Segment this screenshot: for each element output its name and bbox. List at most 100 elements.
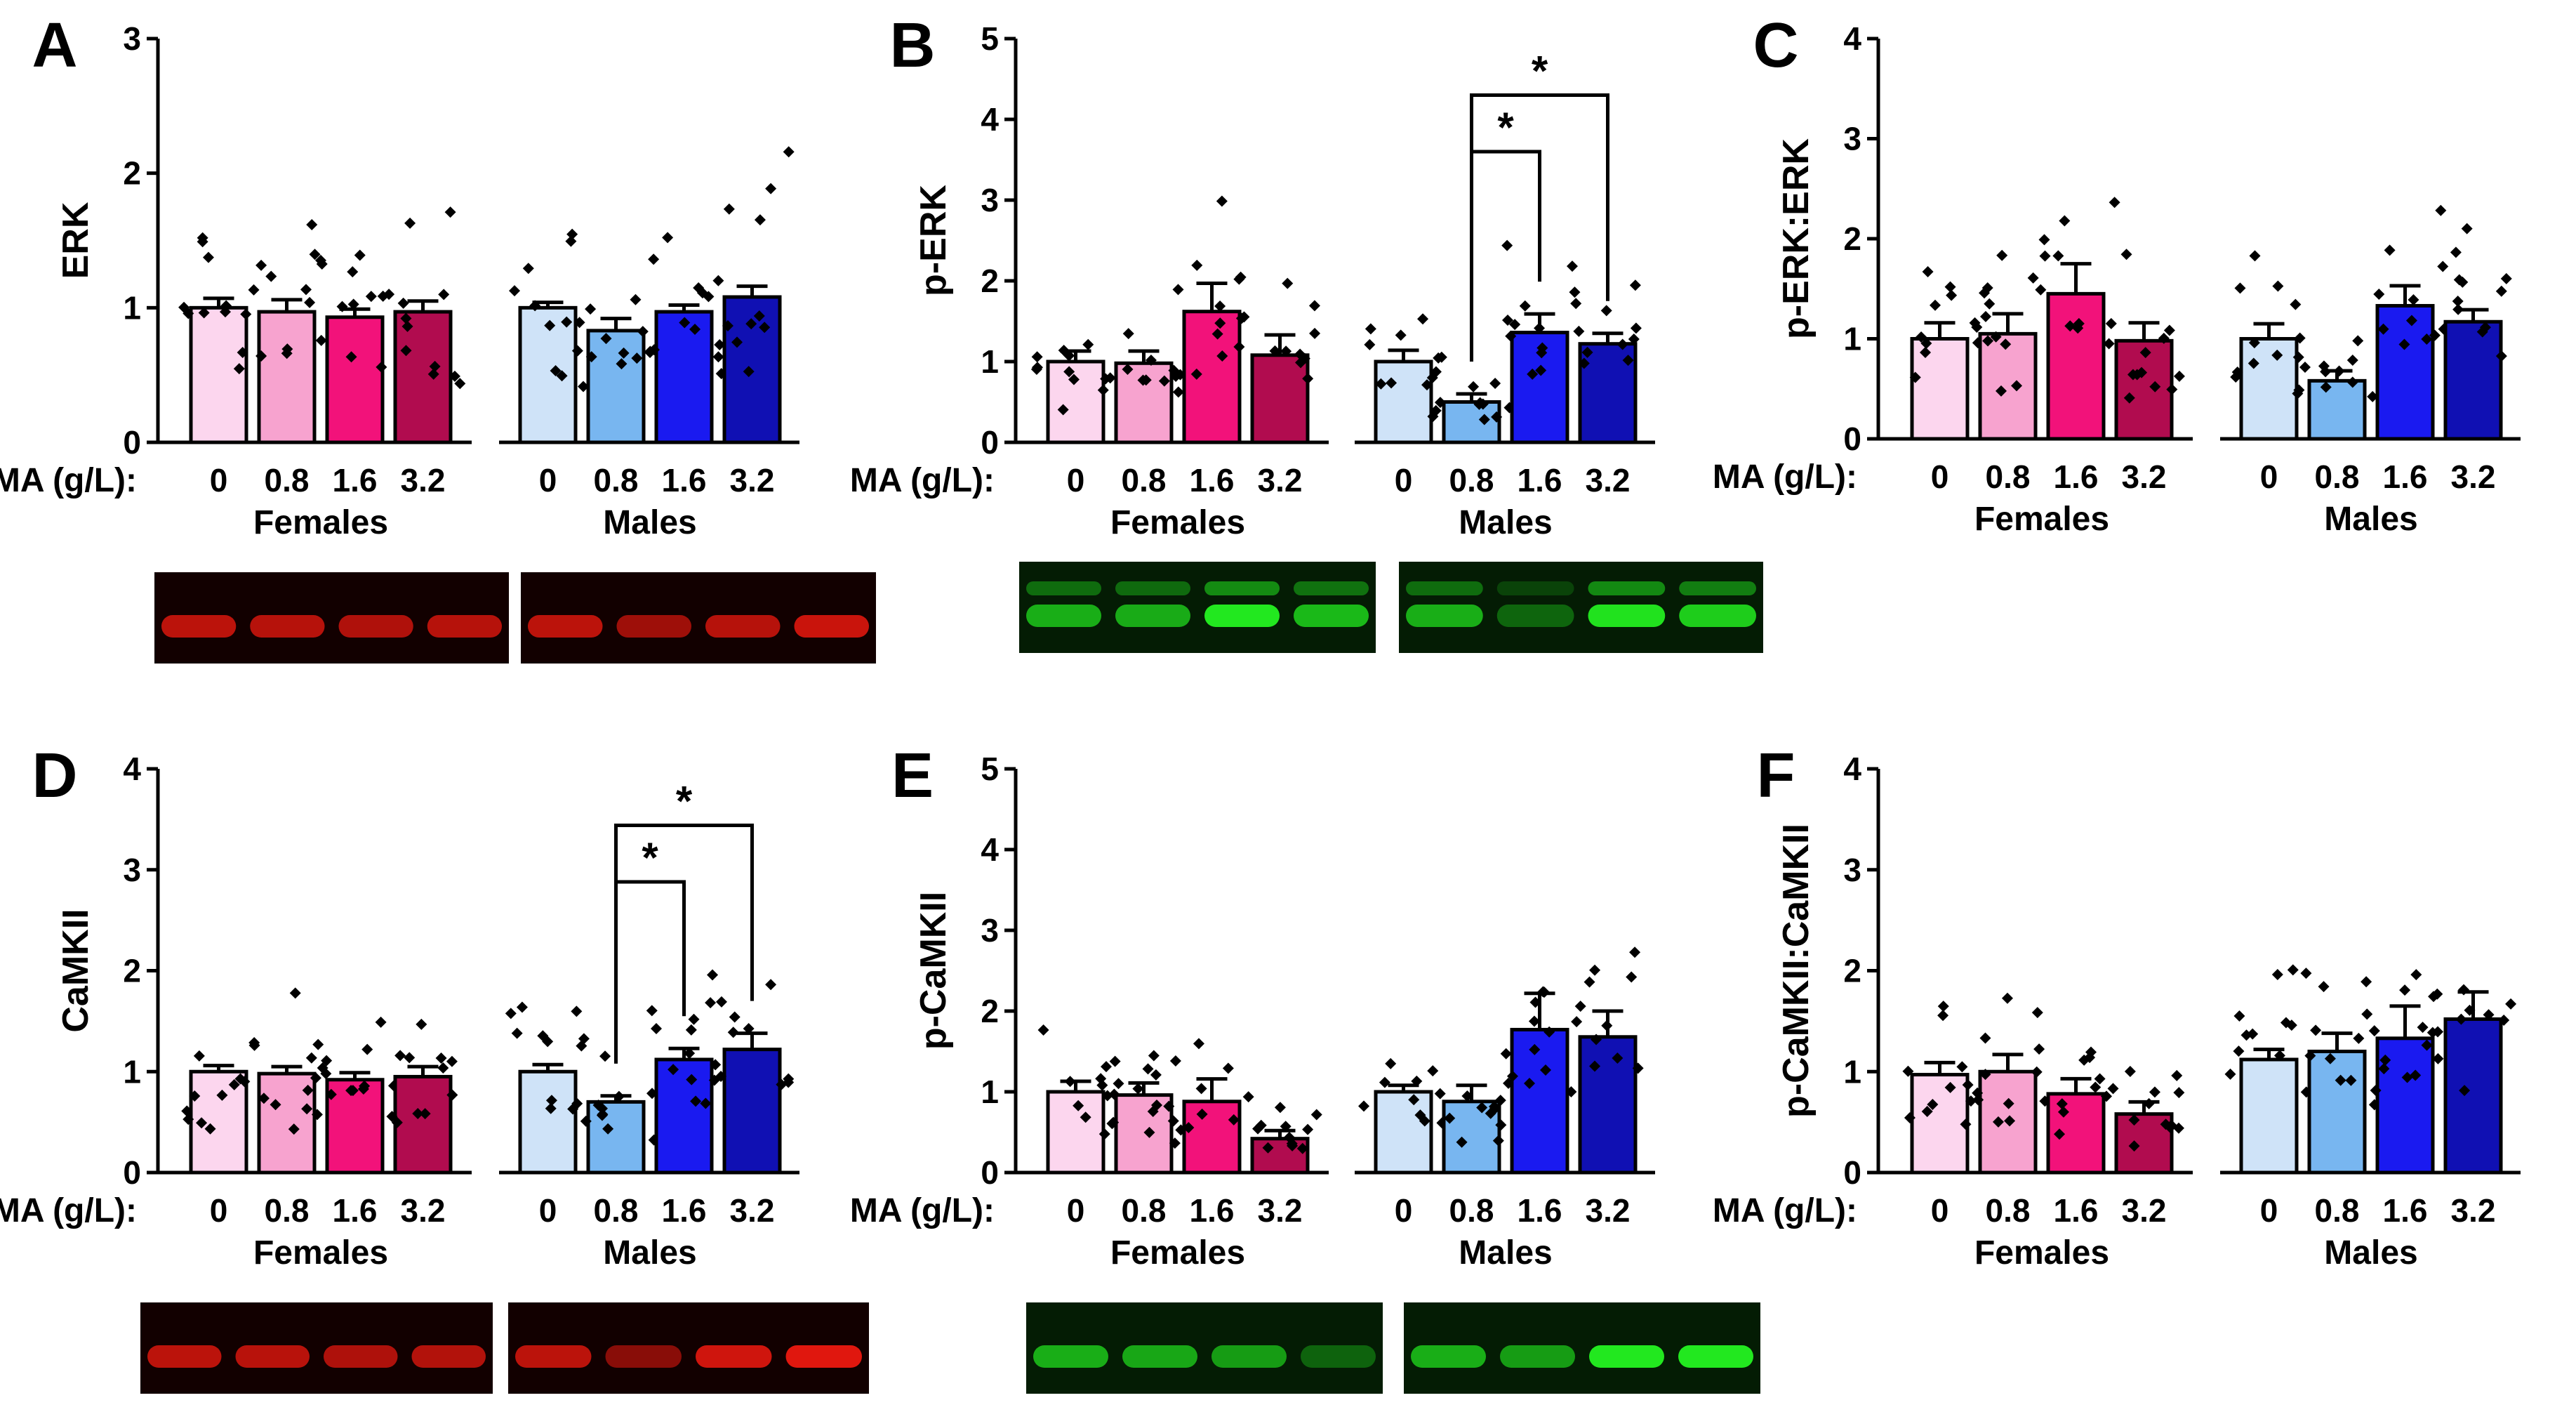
data-point [2290, 298, 2302, 310]
y-axis-title: p-ERK [913, 185, 954, 296]
data-point [2271, 349, 2283, 361]
x-tick-label: 1.6 [1190, 1192, 1235, 1229]
data-point [412, 1107, 424, 1119]
data-point [783, 146, 795, 158]
data-point [2056, 1098, 2068, 1110]
data-point [2320, 381, 2332, 393]
chart-panel-D: D 0 1 2 3 4 CaMKII 0 0.8 1.6 3.2 Females 0 0.8 1.6 3.2 M… [0, 741, 869, 1394]
data-point [1190, 368, 1202, 380]
data-point [566, 228, 578, 240]
data-point [306, 219, 318, 231]
data-point [178, 301, 190, 313]
x-tick-label: 0.8 [1449, 1192, 1494, 1229]
data-point [1228, 1114, 1240, 1126]
data-point [312, 1038, 324, 1050]
y-tick-label: 0 [981, 1154, 999, 1191]
data-point [196, 1117, 208, 1129]
data-point [2120, 249, 2132, 260]
data-point [1172, 386, 1184, 398]
panel-letter: A [32, 11, 78, 81]
x-tick-label: 1.6 [1518, 1192, 1562, 1229]
blot-band [1033, 1345, 1108, 1368]
data-point [2421, 333, 2433, 345]
data-point [1280, 345, 1292, 357]
data-point [1972, 1087, 1984, 1099]
data-point [1068, 374, 1080, 385]
data-point [2039, 250, 2051, 262]
data-point [571, 1005, 583, 1017]
data-point [2346, 355, 2358, 367]
data-point [1524, 1077, 1536, 1089]
group-label: Males [603, 504, 696, 541]
data-point [1063, 366, 1075, 378]
bar-males-3.2 [2443, 1017, 2503, 1175]
y-tick-label: 2 [123, 155, 141, 192]
x-tick-label: 3.2 [401, 1192, 446, 1229]
data-point [391, 1116, 403, 1128]
data-point [1195, 1083, 1207, 1095]
group-label: Females [253, 504, 388, 541]
data-point [2054, 1128, 2066, 1140]
data-point [668, 1064, 679, 1076]
data-point [376, 361, 387, 373]
x-tick-label: 1.6 [662, 1192, 707, 1229]
bar-males-0 [1374, 1090, 1433, 1175]
data-point [596, 1102, 608, 1114]
bar-females-0.8 [1114, 361, 1174, 444]
data-point [1474, 397, 1486, 409]
data-point [2410, 969, 2422, 981]
data-point [565, 235, 577, 247]
data-point [2384, 244, 2396, 256]
data-point [2230, 371, 2242, 383]
data-point [545, 1095, 557, 1107]
data-point [1310, 1109, 1322, 1121]
data-point [1902, 1065, 1914, 1077]
data-point [2059, 215, 2071, 227]
blot-band-upper [1294, 581, 1369, 595]
data-point [715, 1070, 727, 1082]
group-label: Females [1110, 504, 1245, 541]
data-point [359, 1080, 371, 1092]
data-point [1937, 1001, 1949, 1012]
data-point [1972, 1094, 1984, 1106]
data-point [1909, 371, 1921, 383]
data-point [2109, 197, 2120, 209]
x-tick-label: 0 [539, 1192, 557, 1229]
data-point [1444, 1112, 1456, 1124]
data-point [1064, 1076, 1076, 1088]
data-point [216, 1089, 228, 1101]
data-point [688, 1013, 700, 1025]
data-point [325, 1088, 337, 1100]
data-point [1944, 281, 1956, 293]
x-tick-label: 0.8 [265, 1192, 310, 1229]
blot-band-upper [1204, 581, 1280, 595]
data-point [1100, 1061, 1112, 1073]
data-point [2233, 1010, 2245, 1022]
x-tick-label: 0 [539, 462, 557, 499]
significance-bracket [614, 824, 754, 1064]
data-point [1630, 322, 1642, 334]
data-point [255, 350, 267, 362]
data-point [2310, 1024, 2322, 1036]
data-point [2346, 376, 2358, 388]
data-point [1628, 333, 1640, 345]
data-point [509, 285, 521, 297]
data-point [2458, 984, 2470, 996]
x-axis-title: MA (g/L): [850, 1192, 995, 1229]
data-point [2379, 1054, 2391, 1066]
data-point [1222, 1062, 1234, 1074]
data-point [2004, 1115, 2016, 1127]
data-point [2450, 246, 2462, 258]
y-tick-label: 4 [1843, 751, 1861, 787]
data-point [2163, 324, 2175, 336]
data-point [1528, 1015, 1540, 1027]
data-point [550, 364, 562, 376]
data-point [2432, 1052, 2444, 1064]
data-point [365, 291, 377, 303]
bar-females-0 [1910, 337, 1970, 441]
data-point [237, 347, 248, 359]
data-point [2294, 332, 2306, 344]
data-point [637, 326, 649, 338]
data-point [1956, 1061, 1968, 1073]
data-point [401, 320, 413, 332]
